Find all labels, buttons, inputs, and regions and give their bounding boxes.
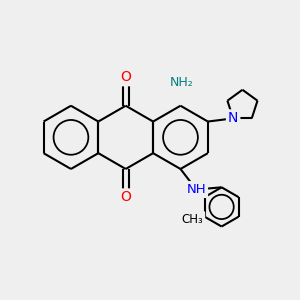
Text: O: O: [120, 70, 131, 84]
Text: O: O: [120, 190, 131, 204]
Text: CH₃: CH₃: [182, 213, 203, 226]
Text: NH₂: NH₂: [170, 76, 194, 89]
Text: NH: NH: [187, 183, 206, 196]
Text: N: N: [228, 111, 238, 125]
